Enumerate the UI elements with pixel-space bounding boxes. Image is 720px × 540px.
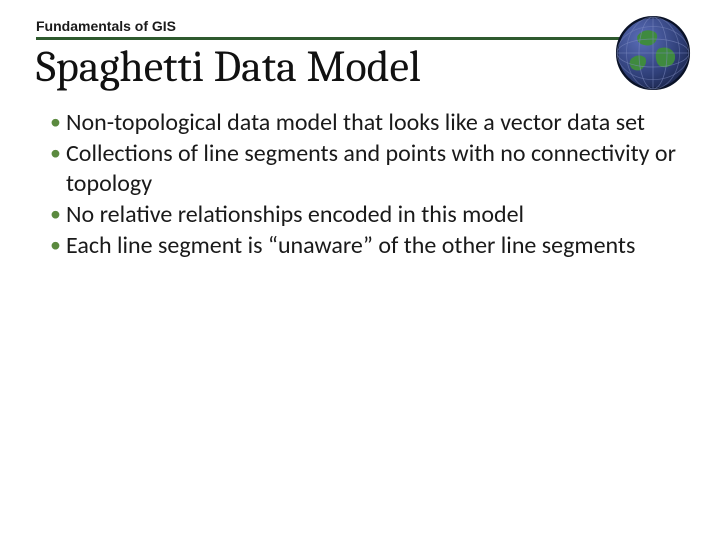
list-item: No relative relationships encoded in thi… — [50, 200, 684, 229]
body-content: Non-topological data model that looks li… — [36, 108, 684, 260]
bullet-list: Non-topological data model that looks li… — [50, 108, 684, 260]
list-item: Non-topological data model that looks li… — [50, 108, 684, 137]
list-item: Each line segment is “unaware” of the ot… — [50, 231, 684, 260]
globe-icon — [614, 14, 692, 92]
page-title: Spaghetti Data Model — [36, 44, 684, 90]
course-label: Fundamentals of GIS — [36, 18, 684, 34]
slide: Fundamentals of GIS — [0, 0, 720, 540]
header-rule-line — [36, 37, 676, 40]
list-item: Collections of line segments and points … — [50, 139, 684, 198]
